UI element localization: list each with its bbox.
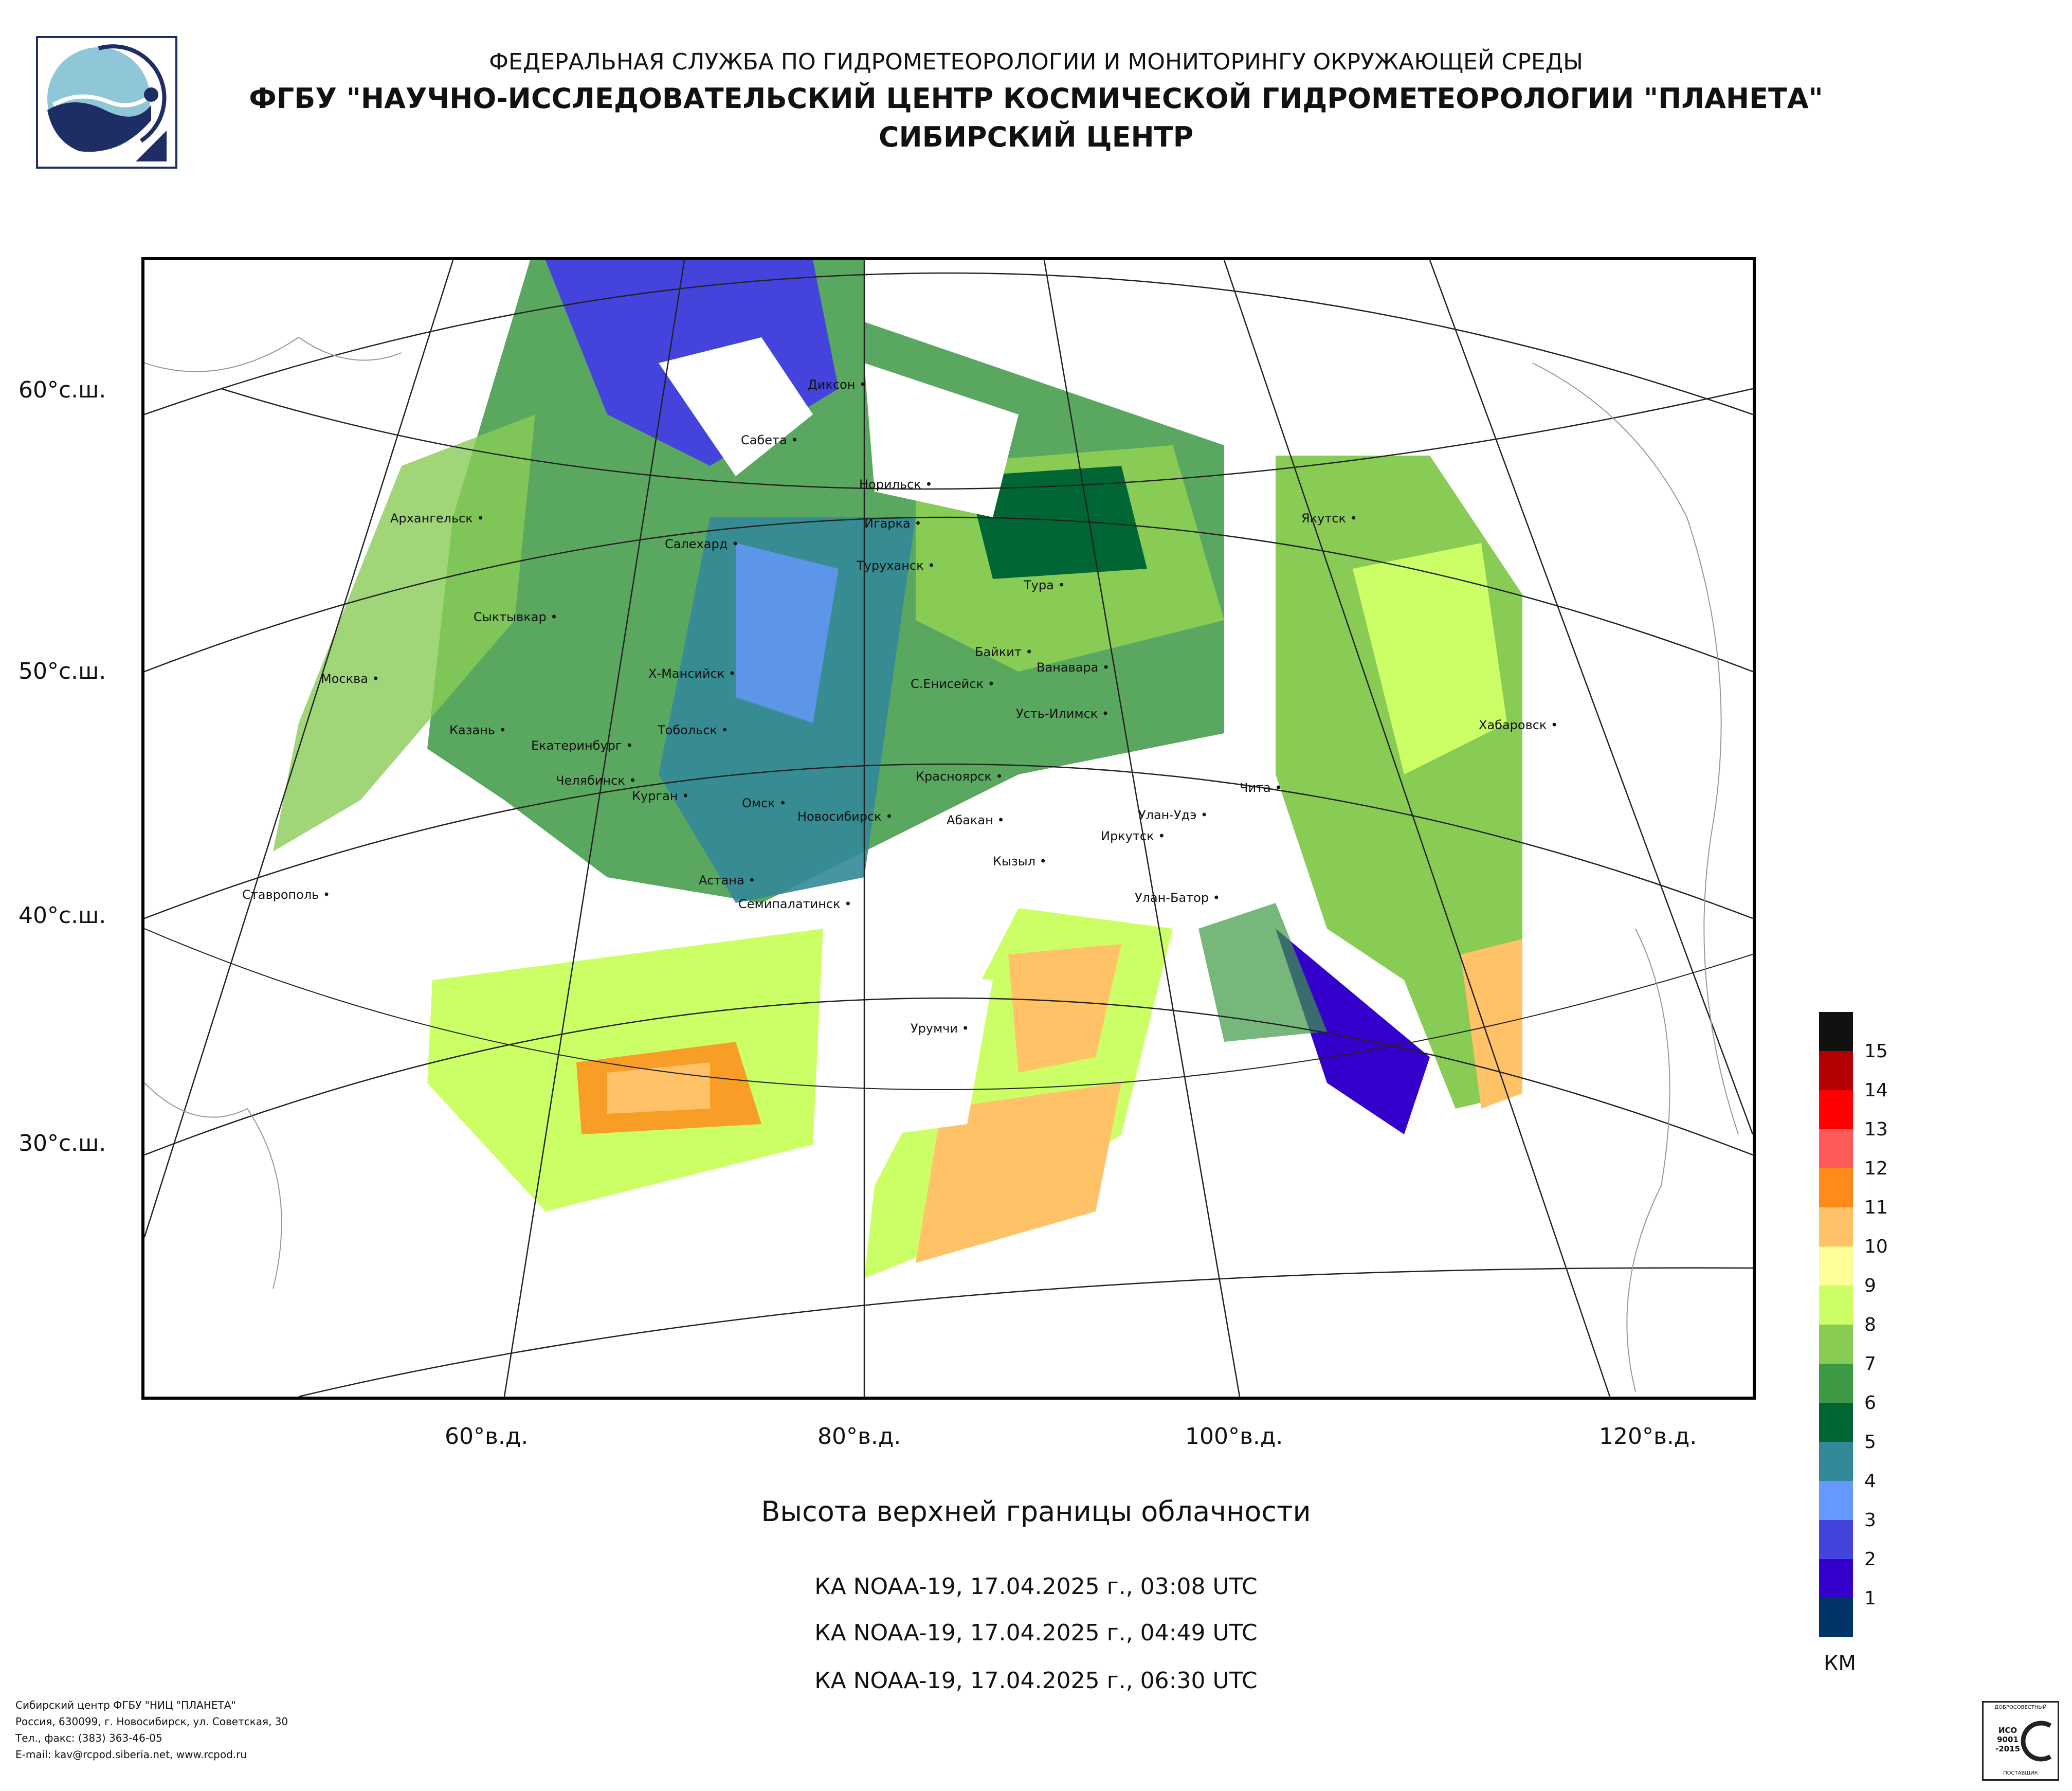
city-label: Иркутск •	[1101, 829, 1166, 843]
city-label: Казань •	[449, 723, 506, 737]
city-label: Красноярск •	[916, 769, 1003, 784]
city-label: Екатеринбург •	[531, 738, 633, 753]
scale-swatch	[1819, 1051, 1853, 1090]
city-label: Норильск •	[859, 477, 933, 492]
city-label: Х-Мансийск •	[648, 666, 736, 681]
city-label: Сыктывкар •	[474, 610, 558, 624]
institute-title: ФГБУ "НАУЧНО-ИССЛЕДОВАТЕЛЬСКИЙ ЦЕНТР КОС…	[249, 82, 1823, 115]
scale-label: 4	[1864, 1471, 1876, 1492]
iso-cert-badge: ДОБРОСОВЕСТНЫЙ ИСО 9001 -2015 ПОСТАВЩИК	[1982, 1701, 2059, 1781]
city-label: Ставрополь •	[242, 888, 331, 902]
product-title: Высота верхней границы облачности	[761, 1495, 1311, 1528]
scale-swatch	[1819, 1090, 1853, 1129]
footer-org: Сибирский центр ФГБУ "НИЦ "ПЛАНЕТА"	[15, 1699, 236, 1711]
scale-label: 11	[1864, 1197, 1888, 1218]
city-label: Архангельск •	[390, 511, 484, 526]
scale-swatch	[1819, 1286, 1853, 1325]
center-title: СИБИРСКИЙ ЦЕНТР	[878, 121, 1194, 153]
cloud-top-map: Диксон • Сабета • Норильск • Игарка • Як…	[141, 257, 1756, 1400]
city-label: Челябинск •	[556, 773, 637, 788]
city-label: Омск •	[742, 796, 787, 810]
lon-label-100: 100°в.д.	[1185, 1423, 1283, 1450]
scale-swatch	[1819, 1559, 1853, 1598]
cloud-field	[273, 260, 1522, 1278]
color-scale	[1819, 1012, 1853, 1637]
satellite-pass: КА NOAA-19, 17.04.2025 г., 06:30 UTC	[814, 1668, 1258, 1694]
scale-label: 3	[1864, 1510, 1876, 1531]
city-label: Улан-Батор •	[1135, 891, 1220, 905]
logo-emblem-icon	[47, 44, 167, 161]
coastlines	[144, 336, 1739, 1392]
city-label: Семипалатинск •	[738, 897, 852, 911]
city-label: Диксон •	[808, 377, 867, 392]
scale-swatch	[1819, 1207, 1853, 1246]
lon-label-60: 60°в.д.	[445, 1423, 529, 1450]
scale-swatch	[1819, 1012, 1853, 1051]
scale-swatch	[1819, 1129, 1853, 1168]
city-label: Новосибирск •	[797, 809, 893, 824]
footer-email: E-mail: kav@rcpod.siberia.net, www.rcpod…	[15, 1748, 247, 1761]
graticule	[144, 260, 1753, 1397]
city-label: Тура •	[1024, 578, 1065, 592]
city-label: Якутск •	[1301, 511, 1357, 526]
scale-swatch	[1819, 1364, 1853, 1403]
footer-address: Россия, 630099, г. Новосибирск, ул. Сове…	[15, 1715, 288, 1728]
city-label: Москва •	[321, 672, 379, 686]
scale-swatch	[1819, 1481, 1853, 1520]
scale-label: 10	[1864, 1236, 1888, 1257]
scale-swatch	[1819, 1403, 1853, 1442]
lat-label-30: 30°с.ш.	[19, 1130, 106, 1156]
scale-label: 12	[1864, 1158, 1888, 1179]
cert-c-icon	[2021, 1721, 2052, 1762]
scale-label: 7	[1864, 1353, 1876, 1374]
scale-label: 5	[1864, 1432, 1876, 1453]
city-label: Астана •	[699, 873, 756, 888]
scale-swatch	[1819, 1325, 1853, 1364]
map-canvas	[144, 260, 1753, 1397]
city-label: Туруханск •	[857, 558, 935, 573]
city-label: Сабета •	[741, 433, 798, 447]
scale-label: 14	[1864, 1080, 1888, 1101]
city-label: Байкит •	[975, 645, 1033, 659]
scale-swatch	[1819, 1168, 1853, 1207]
scale-swatch	[1819, 1520, 1853, 1559]
cert-bottom-text: ПОСТАВЩИК	[2003, 1770, 2038, 1776]
city-label: Усть-Илимск •	[1016, 707, 1110, 721]
city-label: Кызыл •	[993, 854, 1047, 869]
lat-label-60: 60°с.ш.	[19, 377, 106, 403]
planeta-logo	[36, 36, 177, 169]
lat-label-40: 40°с.ш.	[19, 902, 106, 929]
city-label: Игарка •	[864, 516, 922, 531]
lon-label-80: 80°в.д.	[817, 1423, 901, 1450]
cert-mid-text: ИСО 9001 -2015	[1995, 1726, 2020, 1753]
scale-label: 9	[1864, 1275, 1876, 1296]
satellite-pass: КА NOAA-19, 17.04.2025 г., 04:49 UTC	[814, 1620, 1258, 1646]
lat-label-50: 50°с.ш.	[19, 658, 106, 684]
city-label: Ванавара •	[1037, 660, 1110, 675]
city-label: Тобольск •	[658, 723, 729, 737]
city-label: Урумчи •	[911, 1021, 969, 1036]
city-label: Хабаровск •	[1479, 718, 1558, 732]
scale-label: 15	[1864, 1041, 1888, 1062]
satellite-pass: КА NOAA-19, 17.04.2025 г., 03:08 UTC	[814, 1573, 1258, 1600]
scale-label: 13	[1864, 1119, 1888, 1140]
city-label: С.Енисейск •	[911, 677, 995, 691]
scale-label: 1	[1864, 1588, 1876, 1609]
scale-label: 2	[1864, 1549, 1876, 1570]
city-label: Салехард •	[665, 537, 739, 551]
city-label: Абакан •	[947, 813, 1005, 827]
city-label: Улан-Удэ •	[1138, 808, 1208, 822]
city-label: Курган •	[632, 789, 689, 803]
cert-top-text: ДОБРОСОВЕСТНЫЙ	[1994, 1705, 2047, 1710]
scale-label: 8	[1864, 1314, 1876, 1335]
scale-unit: КМ	[1824, 1652, 1856, 1675]
lon-label-120: 120°в.д.	[1599, 1423, 1697, 1450]
scale-label: 6	[1864, 1392, 1876, 1414]
scale-swatch	[1819, 1442, 1853, 1481]
scale-swatch	[1819, 1246, 1853, 1286]
city-label: Чита •	[1240, 781, 1282, 795]
agency-title: ФЕДЕРАЛЬНАЯ СЛУЖБА ПО ГИДРОМЕТЕОРОЛОГИИ …	[489, 49, 1583, 75]
footer-phone: Тел., факс: (383) 363-46-05	[15, 1732, 162, 1744]
scale-swatch	[1819, 1598, 1853, 1637]
